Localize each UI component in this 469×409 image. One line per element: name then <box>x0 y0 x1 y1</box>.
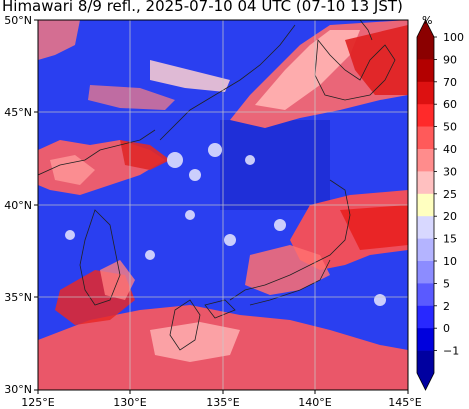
reflectivity-map <box>38 20 408 390</box>
colorbar-tick-label: −1 <box>443 345 459 358</box>
map-gridlines <box>38 20 408 390</box>
clear-sky-region <box>220 120 330 210</box>
coastline-mainland <box>38 129 156 176</box>
colorbar-tick-label: 5 <box>443 277 450 290</box>
colorbar-frame <box>416 19 435 391</box>
coastline-kyushu <box>169 299 201 351</box>
coastline-honshu <box>229 179 351 301</box>
colorbar-tick-label: 10 <box>443 255 457 268</box>
cloud-top-center <box>150 60 230 92</box>
colorbar-tick-label: 40 <box>443 143 457 156</box>
figure-title: Himawari 8/9 refl., 2025-07-10 04 UTC (0… <box>2 0 403 15</box>
cloud-top-left <box>38 20 80 60</box>
colorbar-tick-label: 60 <box>443 98 457 111</box>
cloud-band-north-east <box>345 25 408 95</box>
colorbar-segment <box>417 37 434 60</box>
colorbar-tick-label: 70 <box>443 76 457 89</box>
lon-tick-label: 140°E <box>298 396 331 409</box>
colorbar-segment <box>417 283 434 307</box>
colorbar-tick-label: 90 <box>443 53 457 66</box>
colorbar-segment <box>417 238 434 262</box>
colorbar-extend-top <box>417 20 434 37</box>
coastline-russia <box>159 24 296 141</box>
colorbar-tick-label: 2 <box>443 300 450 313</box>
colorbar-tick-label: 30 <box>443 165 457 178</box>
colorbar-segment <box>417 261 434 284</box>
axis-ticks <box>34 19 409 394</box>
lat-tick-label: 45°N <box>4 106 32 119</box>
cloud-top-center2 <box>88 85 175 110</box>
coastline-korea <box>79 209 121 306</box>
coastline-hokkaido <box>314 38 396 101</box>
cloud-south-core <box>150 322 240 362</box>
coastline-shikoku <box>204 299 236 319</box>
colorbar-segment <box>417 149 434 172</box>
lat-tick-label: 35°N <box>4 291 32 304</box>
lon-tick-label: 125°E <box>21 396 54 409</box>
colorbar-segment <box>417 104 434 127</box>
cloud-honshu <box>245 245 330 295</box>
lon-tick-label: 130°E <box>113 396 146 409</box>
colorbar-segment <box>417 193 434 217</box>
colorbar-unit-label: % <box>422 14 432 27</box>
cloud-west-scatter <box>50 155 95 185</box>
colorbar-segment <box>417 171 434 195</box>
colorbar-tick-label: 20 <box>443 210 457 223</box>
colorbar-tick-label: 25 <box>443 188 457 201</box>
colorbar-segment <box>417 328 434 351</box>
colorbar-tick-label: 15 <box>443 233 457 246</box>
colorbar-segment <box>417 59 434 83</box>
coastline-sakhalin <box>359 20 373 41</box>
lat-tick-labels: 50°N 45°N 40°N 35°N 30°N <box>4 14 32 396</box>
scattered-cumulus <box>65 143 386 306</box>
colorbar-segment <box>417 350 434 374</box>
colorbar-segment <box>417 305 434 329</box>
colorbar-extend-bottom <box>417 373 434 390</box>
colorbar-segment <box>417 126 434 150</box>
colorbar-segment <box>417 216 434 239</box>
coastline-honshu-south <box>249 259 331 306</box>
cloud-east-japan-core <box>340 205 408 250</box>
cloud-korea <box>100 260 135 300</box>
lat-tick-label: 30°N <box>4 383 32 396</box>
coastlines <box>38 20 396 351</box>
cloud-band-west-core <box>120 140 170 170</box>
cloud-band-north-core <box>255 30 360 110</box>
colorbar-tick-label: 100 <box>443 31 464 44</box>
colorbar <box>416 19 437 391</box>
lat-tick-label: 50°N <box>4 14 32 27</box>
colorbar-tick-label: 50 <box>443 121 457 134</box>
lon-tick-labels: 125°E 130°E 135°E 140°E 145°E <box>21 396 421 409</box>
colorbar-segment <box>417 81 434 105</box>
lon-tick-label: 145°E <box>388 396 421 409</box>
lat-tick-label: 40°N <box>4 199 32 212</box>
colorbar-tick-label: 0 <box>443 322 450 335</box>
lon-tick-label: 135°E <box>206 396 239 409</box>
